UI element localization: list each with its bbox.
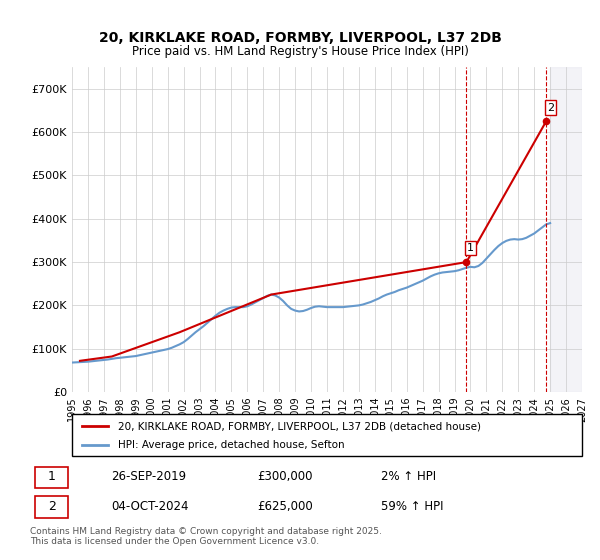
- Point: [541, 117, 551, 126]
- Text: £625,000: £625,000: [257, 500, 313, 513]
- Text: £300,000: £300,000: [257, 470, 312, 483]
- Text: 20, KIRKLAKE ROAD, FORMBY, LIVERPOOL, L37 2DB (detached house): 20, KIRKLAKE ROAD, FORMBY, LIVERPOOL, L3…: [118, 421, 481, 431]
- Bar: [550, 67, 582, 392]
- Text: 59% ↑ HPI: 59% ↑ HPI: [381, 500, 443, 513]
- Text: 1: 1: [47, 470, 56, 483]
- Text: Price paid vs. HM Land Registry's House Price Index (HPI): Price paid vs. HM Land Registry's House …: [131, 45, 469, 58]
- Text: Contains HM Land Registry data © Crown copyright and database right 2025.
This d: Contains HM Land Registry data © Crown c…: [30, 526, 382, 546]
- FancyBboxPatch shape: [72, 414, 582, 456]
- Point: [461, 258, 471, 267]
- Text: 2% ↑ HPI: 2% ↑ HPI: [381, 470, 436, 483]
- Text: 20, KIRKLAKE ROAD, FORMBY, LIVERPOOL, L37 2DB: 20, KIRKLAKE ROAD, FORMBY, LIVERPOOL, L3…: [98, 31, 502, 45]
- Text: 04-OCT-2024: 04-OCT-2024: [111, 500, 188, 513]
- Text: HPI: Average price, detached house, Sefton: HPI: Average price, detached house, Seft…: [118, 440, 344, 450]
- Text: 26-SEP-2019: 26-SEP-2019: [111, 470, 186, 483]
- FancyBboxPatch shape: [35, 467, 68, 488]
- FancyBboxPatch shape: [35, 496, 68, 518]
- Text: 1: 1: [467, 243, 474, 253]
- Text: 2: 2: [47, 500, 56, 513]
- Text: 2: 2: [547, 102, 554, 113]
